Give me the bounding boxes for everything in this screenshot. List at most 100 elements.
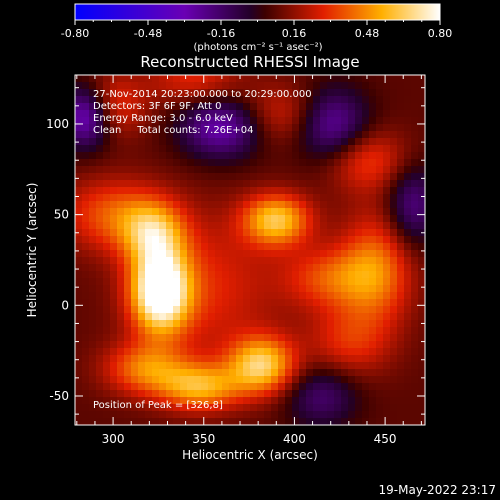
- heatmap-cell: [103, 306, 111, 314]
- heatmap-cell: [110, 124, 118, 132]
- heatmap-cell: [208, 110, 216, 118]
- heatmap-cell: [348, 236, 356, 244]
- heatmap-cell: [278, 292, 286, 300]
- heatmap-cell: [89, 166, 97, 174]
- heatmap-cell: [313, 110, 321, 118]
- heatmap-cell: [334, 82, 342, 90]
- heatmap-cell: [138, 285, 146, 293]
- heatmap-cell: [124, 411, 132, 419]
- heatmap-cell: [145, 124, 153, 132]
- heatmap-cell: [152, 418, 160, 426]
- heatmap-cell: [250, 334, 258, 342]
- heatmap-cell: [334, 103, 342, 111]
- heatmap-cell: [299, 299, 307, 307]
- heatmap-cell: [159, 145, 167, 153]
- heatmap-cell: [334, 110, 342, 118]
- heatmap-cell: [131, 131, 139, 139]
- heatmap-cell: [348, 250, 356, 258]
- heatmap-cell: [208, 411, 216, 419]
- y-tick-label: 0: [61, 298, 69, 312]
- heatmap-cell: [243, 131, 251, 139]
- heatmap-cell: [243, 110, 251, 118]
- heatmap-cell: [103, 327, 111, 335]
- heatmap-cell: [96, 103, 104, 111]
- heatmap-cell: [341, 299, 349, 307]
- heatmap-cell: [173, 152, 181, 160]
- heatmap-cell: [341, 404, 349, 412]
- heatmap-cell: [124, 103, 132, 111]
- heatmap-cell: [411, 117, 419, 125]
- heatmap-cell: [180, 124, 188, 132]
- heatmap-cell: [145, 215, 153, 223]
- heatmap-cell: [201, 278, 209, 286]
- heatmap-cell: [229, 313, 237, 321]
- heatmap-cell: [138, 124, 146, 132]
- heatmap-cell: [145, 334, 153, 342]
- heatmap-cell: [271, 271, 279, 279]
- heatmap-cell: [82, 236, 90, 244]
- heatmap-cell: [110, 243, 118, 251]
- heatmap-cell: [376, 215, 384, 223]
- heatmap-cell: [418, 145, 426, 153]
- heatmap-cell: [138, 201, 146, 209]
- heatmap-cell: [390, 348, 398, 356]
- heatmap-cell: [187, 250, 195, 258]
- heatmap-cell: [222, 327, 230, 335]
- heatmap-cell: [278, 313, 286, 321]
- heatmap-cell: [383, 236, 391, 244]
- heatmap-cell: [257, 264, 265, 272]
- heatmap-cell: [327, 208, 335, 216]
- heatmap-cell: [411, 306, 419, 314]
- heatmap-cell: [390, 383, 398, 391]
- heatmap-cell: [355, 397, 363, 405]
- heatmap-cell: [299, 313, 307, 321]
- heatmap-cell: [404, 145, 412, 153]
- heatmap-cell: [117, 376, 125, 384]
- heatmap-cell: [138, 180, 146, 188]
- heatmap-cell: [271, 201, 279, 209]
- heatmap-cell: [285, 257, 293, 265]
- heatmap-cell: [327, 89, 335, 97]
- heatmap-cell: [236, 124, 244, 132]
- heatmap-cell: [334, 362, 342, 370]
- heatmap-cell: [215, 82, 223, 90]
- heatmap-cell: [327, 376, 335, 384]
- heatmap-cell: [383, 299, 391, 307]
- heatmap-cell: [75, 222, 83, 230]
- heatmap-cell: [313, 152, 321, 160]
- heatmap-cell: [327, 173, 335, 181]
- heatmap-cell: [292, 292, 300, 300]
- heatmap-cell: [82, 208, 90, 216]
- heatmap-cell: [180, 138, 188, 146]
- heatmap-cell: [264, 390, 272, 398]
- heatmap-cell: [285, 348, 293, 356]
- heatmap-cell: [299, 166, 307, 174]
- heatmap-cell: [194, 383, 202, 391]
- heatmap-cell: [327, 152, 335, 160]
- heatmap-cell: [390, 236, 398, 244]
- heatmap-cell: [355, 152, 363, 160]
- heatmap-cell: [299, 236, 307, 244]
- heatmap-cell: [152, 222, 160, 230]
- heatmap-cell: [180, 103, 188, 111]
- heatmap-cell: [285, 166, 293, 174]
- heatmap-cell: [362, 264, 370, 272]
- heatmap-cell: [418, 222, 426, 230]
- heatmap-cell: [369, 194, 377, 202]
- heatmap-cell: [145, 103, 153, 111]
- heatmap-cell: [327, 243, 335, 251]
- heatmap-cell: [271, 117, 279, 125]
- heatmap-cell: [257, 376, 265, 384]
- heatmap-cell: [341, 320, 349, 328]
- heatmap-cell: [173, 173, 181, 181]
- heatmap-cell: [166, 271, 174, 279]
- heatmap-cell: [348, 75, 356, 83]
- heatmap-cell: [236, 404, 244, 412]
- heatmap-cell: [229, 285, 237, 293]
- heatmap-cell: [355, 369, 363, 377]
- heatmap-cell: [320, 117, 328, 125]
- heatmap-cell: [320, 222, 328, 230]
- heatmap-cell: [278, 250, 286, 258]
- heatmap-cell: [250, 306, 258, 314]
- heatmap-cell: [376, 285, 384, 293]
